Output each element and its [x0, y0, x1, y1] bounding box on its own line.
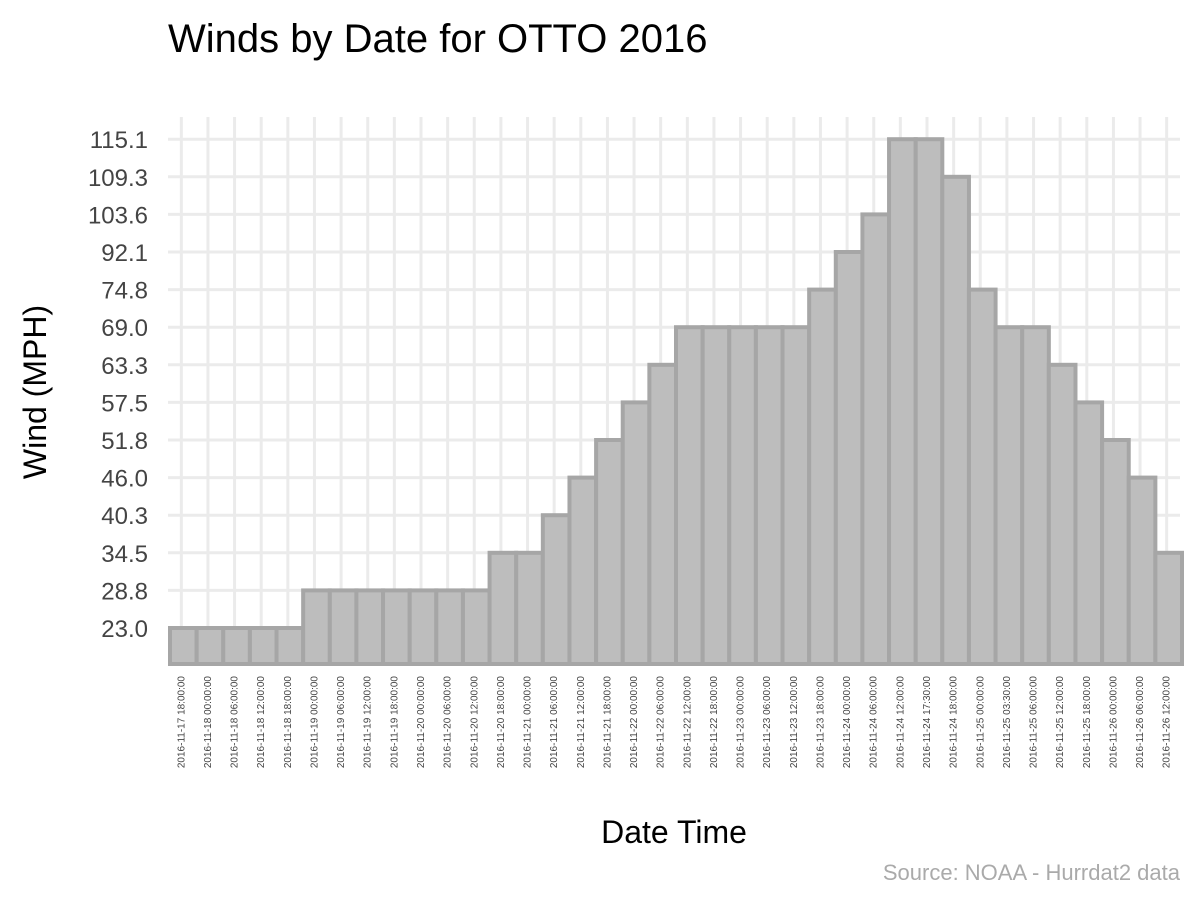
x-tick-label: 2016-11-19 18:00:00	[389, 676, 400, 769]
x-tick-label: 2016-11-21 06:00:00	[549, 676, 560, 769]
y-tick-label: 92.1	[101, 240, 148, 267]
y-tick-label: 74.8	[101, 278, 148, 305]
y-tick-label: 23.0	[101, 616, 148, 643]
x-tick-label: 2016-11-25 18:00:00	[1082, 676, 1093, 769]
x-tick-label: 2016-11-21 18:00:00	[602, 676, 613, 769]
x-tick-label: 2016-11-26 06:00:00	[1135, 676, 1146, 769]
bar	[860, 212, 892, 666]
y-tick-label: 40.3	[101, 503, 148, 530]
x-tick-label: 2016-11-26 12:00:00	[1162, 676, 1173, 769]
bar	[620, 400, 652, 666]
x-axis-tick-labels: 2016-11-17 18:00:00 2016-11-18 00:00:00 20…	[176, 676, 1172, 769]
x-tick-label: 2016-11-20 12:00:00	[469, 676, 480, 769]
y-tick-label: 103.6	[88, 202, 148, 229]
y-tick-label: 109.3	[88, 165, 148, 192]
x-tick-label: 2016-11-22 06:00:00	[656, 676, 667, 769]
x-tick-label: 2016-11-17 18:00:00	[176, 676, 187, 769]
y-tick-label: 34.5	[101, 541, 148, 568]
bar	[1046, 362, 1078, 666]
x-tick-label: 2016-11-23 18:00:00	[816, 676, 827, 769]
x-tick-label: 2016-11-24 06:00:00	[869, 676, 880, 769]
x-tick-label: 2016-11-19 06:00:00	[336, 676, 347, 769]
bars	[168, 137, 1184, 667]
bar	[540, 513, 572, 667]
y-tick-label: 69.0	[101, 315, 148, 342]
x-tick-label: 2016-11-22 12:00:00	[682, 676, 693, 769]
bar	[700, 325, 732, 666]
bar	[966, 287, 998, 666]
bar	[487, 550, 519, 666]
bar	[247, 626, 279, 666]
bar	[1126, 475, 1158, 666]
source-caption: Source: NOAA - Hurrdat2 data	[883, 860, 1181, 885]
y-tick-label: 63.3	[101, 353, 148, 380]
x-tick-label: 2016-11-20 06:00:00	[443, 676, 454, 769]
y-tick-label: 46.0	[101, 466, 148, 493]
bar	[460, 588, 492, 667]
y-tick-label: 51.8	[101, 428, 148, 455]
x-tick-label: 2016-11-19 00:00:00	[310, 676, 321, 769]
x-tick-label: 2016-11-25 00:00:00	[975, 676, 986, 769]
bar	[354, 588, 386, 667]
y-tick-label: 115.1	[90, 127, 148, 154]
x-tick-label: 2016-11-23 06:00:00	[762, 676, 773, 769]
x-tick-label: 2016-11-23 00:00:00	[736, 676, 747, 769]
x-tick-label: 2016-11-25 06:00:00	[1029, 676, 1040, 769]
bar	[221, 626, 252, 666]
bar	[301, 588, 332, 667]
x-tick-label: 2016-11-23 12:00:00	[789, 676, 800, 769]
bar	[940, 174, 971, 667]
bar	[434, 588, 465, 667]
bar	[674, 325, 705, 666]
bar	[807, 287, 838, 666]
x-tick-label: 2016-11-22 18:00:00	[709, 676, 720, 769]
bar	[327, 588, 359, 667]
bar	[780, 325, 812, 666]
bar	[407, 588, 439, 667]
x-tick-label: 2016-11-24 00:00:00	[842, 676, 853, 769]
x-tick-label: 2016-11-25 03:30:00	[1002, 676, 1013, 769]
x-tick-label: 2016-11-18 18:00:00	[283, 676, 294, 769]
bar	[274, 626, 306, 666]
bar	[1153, 550, 1184, 666]
x-tick-label: 2016-11-20 00:00:00	[416, 676, 427, 769]
x-tick-label: 2016-11-19 12:00:00	[363, 676, 374, 769]
bar	[1073, 400, 1105, 666]
x-tick-label: 2016-11-24 18:00:00	[949, 676, 960, 769]
bar	[753, 325, 785, 666]
bar	[647, 362, 678, 666]
chart-title: Winds by Date for OTTO 2016	[168, 17, 707, 61]
x-tick-label: 2016-11-25 12:00:00	[1055, 676, 1066, 769]
x-tick-label: 2016-11-18 00:00:00	[203, 676, 214, 769]
x-tick-label: 2016-11-26 00:00:00	[1108, 676, 1119, 769]
x-axis-title: Date Time	[601, 814, 747, 850]
y-tick-label: 28.8	[101, 578, 148, 605]
bar	[913, 137, 945, 666]
y-tick-label: 57.5	[101, 390, 148, 417]
bar	[1020, 325, 1051, 666]
x-tick-label: 2016-11-20 18:00:00	[496, 676, 507, 769]
x-tick-label: 2016-11-18 12:00:00	[256, 676, 267, 769]
x-tick-label: 2016-11-24 17:30:00	[922, 676, 933, 769]
bar	[1100, 438, 1131, 666]
bar	[833, 250, 865, 666]
bar	[727, 325, 758, 666]
bar	[993, 325, 1025, 666]
x-tick-label: 2016-11-21 12:00:00	[576, 676, 587, 769]
y-axis-tick-labels: 23.0 28.8 34.5 40.3 46.0 51.8 57.5 63.3 69.0 74.8…	[88, 127, 148, 643]
bar	[514, 550, 545, 666]
x-tick-label: 2016-11-21 00:00:00	[523, 676, 534, 769]
bar	[168, 626, 199, 666]
x-tick-label: 2016-11-22 00:00:00	[629, 676, 640, 769]
y-axis-title: Wind (MPH)	[17, 305, 53, 479]
bar	[567, 475, 599, 666]
bar	[194, 626, 226, 666]
bar	[381, 588, 412, 667]
bar	[887, 137, 918, 666]
x-tick-label: 2016-11-18 06:00:00	[230, 676, 241, 769]
x-tick-label: 2016-11-24 12:00:00	[895, 676, 906, 769]
bar	[594, 438, 625, 666]
